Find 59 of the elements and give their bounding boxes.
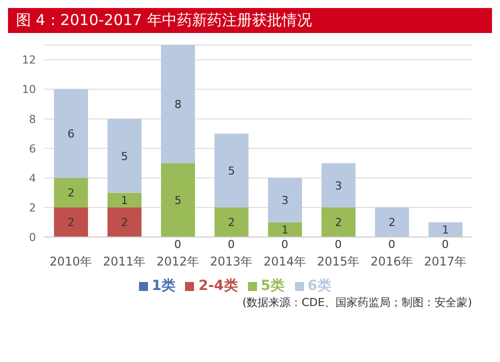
bar [268,178,302,222]
bar [322,163,356,208]
x-tick-label: 2011年 [102,254,146,269]
data-label: 1 [282,224,288,237]
data-label: 5 [121,150,128,163]
data-label: 2 [335,216,342,230]
x-tick-label: 2016年 [370,254,414,269]
data-label: 0 [388,238,396,251]
data-label: 2 [228,216,235,230]
y-tick-label: 8 [29,112,36,126]
chart-title: 图 4：2010-2017 年中药新药注册获批情况 [8,8,492,33]
bar [108,118,142,193]
bar [161,45,195,164]
data-label: 1 [442,224,449,237]
y-tick-label: 6 [29,142,36,156]
data-label: 0 [174,238,182,251]
bar [428,222,462,237]
data-label: 1 [121,194,128,208]
bar [322,207,356,237]
data-label: 2 [388,216,396,230]
data-label: 0 [281,238,288,251]
bar [108,192,142,208]
data-label: 2 [121,216,128,230]
data-label: 3 [282,194,288,208]
bar [214,134,248,208]
bar [375,207,409,237]
data-label: 5 [228,164,235,178]
y-tick-label: 12 [22,54,36,67]
text: (数据来源：CDE、国家药监局；制图：安全蒙) [241,295,473,310]
x-tick-label: 2015年 [316,254,360,269]
data-label: 3 [335,179,342,192]
bar [54,178,88,208]
y-tick-label: 10 [22,83,36,96]
x-tick-label: 2014年 [263,254,306,269]
legend-label: 2-4类 [198,278,238,294]
x-tick-label: 2017年 [424,254,467,269]
data-label: 0 [334,238,342,251]
x-tick-label: 2012年 [156,254,200,269]
bar [214,207,248,237]
bar [54,89,88,178]
bar [54,207,88,237]
data-label: 8 [174,98,182,112]
bar [268,222,302,237]
data-label: 0 [228,238,235,251]
y-tick-label: 4 [29,172,36,185]
data-label: 0 [442,238,449,251]
data-label: 6 [68,128,74,141]
x-tick-label: 2013年 [210,254,253,269]
legend-label: 6类 [308,278,332,294]
legend-label: 5类 [260,278,285,294]
y-tick-label: 2 [29,201,36,214]
legend-label: 1类 [152,278,176,294]
bar [108,207,142,237]
data-label: 2 [68,186,74,200]
data-label: 2 [68,216,74,230]
bar [161,163,195,237]
data-label: 5 [174,194,182,208]
y-tick-label: 0 [29,230,36,244]
x-tick-label: 2010年 [49,254,92,269]
